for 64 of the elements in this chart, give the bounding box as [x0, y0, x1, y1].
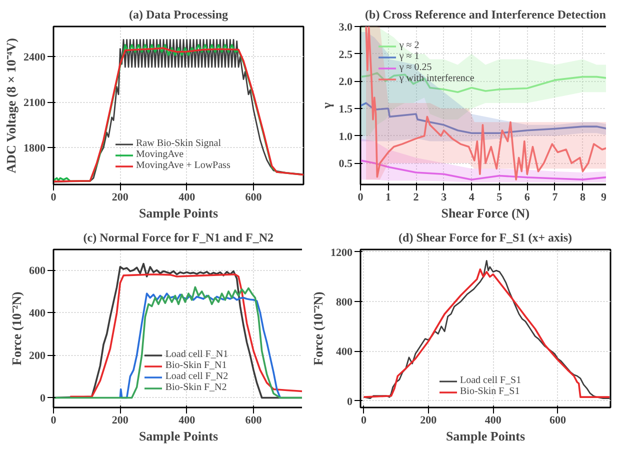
- x-tick-label: 200: [112, 414, 129, 426]
- y-tick-label: 2.5: [338, 48, 353, 61]
- y-tick-label: 0: [347, 396, 353, 408]
- y-tick-label: 1200: [330, 246, 353, 259]
- legend-label: MovingAve: [136, 149, 184, 160]
- y-axis-title: ADC Voltage (8 × 10⁻⁴V): [4, 38, 18, 174]
- x-tick-label: 200: [420, 414, 438, 426]
- chart-title: (a) Data Processing: [128, 8, 228, 22]
- legend-label: Bio-Skin F_N1: [165, 360, 227, 371]
- legend-label: Bio-Skin F_S1: [460, 386, 520, 397]
- y-tick-label: 200: [29, 350, 46, 362]
- y-tick-label: 1.0: [338, 130, 353, 143]
- x-tick-label: 600: [245, 414, 262, 426]
- x-tick-label: 0: [50, 414, 57, 426]
- legend-label: Raw Bio-Skin Signal: [136, 138, 222, 149]
- x-tick-label: 1: [386, 192, 392, 204]
- x-tick-label: 0: [358, 192, 364, 204]
- y-tick-label: 2100: [24, 97, 46, 110]
- y-axis-title: Force (10⁻²N): [9, 292, 24, 366]
- x-axis-title: Sample Points: [138, 206, 218, 220]
- x-tick-label: 8: [580, 192, 586, 204]
- x-tick-label: 400: [484, 414, 502, 426]
- chart-title: (c) Normal Force for F_N1 and F_N2: [83, 230, 274, 244]
- x-axis-title: Shear Force (N): [441, 206, 530, 220]
- y-tick-label: 2.0: [338, 76, 353, 88]
- legend-label: γ ≈ 2: [399, 40, 420, 51]
- chart-title: (d) Shear Force for F_S1 (x+ axis): [398, 230, 572, 244]
- y-tick-label: 0: [40, 392, 46, 405]
- y-tick-label: 0.5: [338, 158, 353, 170]
- x-tick-label: 0: [360, 414, 367, 426]
- x-tick-label: 600: [550, 414, 567, 426]
- legend-label: γ with interference: [399, 73, 474, 84]
- legend-label: Load cell F_N2: [165, 371, 228, 382]
- y-axis-title: γ: [318, 102, 334, 110]
- x-tick-label: 0: [50, 192, 57, 204]
- x-tick-label: 400: [178, 192, 196, 204]
- legend-label: Load cell F_N1: [165, 349, 228, 360]
- legend-label: MovingAve + LowPass: [136, 160, 230, 171]
- y-tick-label: 600: [29, 265, 46, 278]
- x-tick-label: 400: [178, 414, 196, 426]
- x-tick-label: 7: [552, 192, 558, 204]
- x-tick-label: 4: [468, 192, 475, 204]
- legend-label: Bio-Skin F_N2: [165, 382, 227, 393]
- legend-label: γ ≈ 1: [399, 51, 420, 62]
- x-axis-title: Sample Points: [138, 428, 218, 444]
- y-axis-title: Force (10⁻²N): [310, 292, 326, 366]
- x-tick-label: 200: [112, 192, 129, 204]
- legend-label: γ ≈ 0.25: [399, 62, 432, 73]
- chart-title: (b) Cross Reference and Interference Detection: [365, 8, 606, 22]
- x-tick-label: 600: [245, 192, 262, 204]
- y-tick-label: 400: [29, 308, 46, 320]
- y-tick-label: 400: [336, 346, 353, 358]
- y-tick-label: 800: [336, 296, 353, 309]
- legend-label: Load cell F_S1: [460, 375, 522, 386]
- y-tick-label: 2400: [24, 51, 46, 64]
- x-tick-label: 3: [441, 192, 448, 204]
- x-tick-label: 5: [496, 192, 503, 204]
- y-tick-label: 1.5: [338, 104, 353, 116]
- x-tick-label: 6: [524, 192, 530, 204]
- y-tick-label: 1800: [24, 142, 46, 155]
- x-axis-title: Sample Points: [446, 428, 526, 444]
- x-tick-label: 2: [413, 192, 420, 204]
- y-tick-label: 3.0: [338, 22, 353, 34]
- x-tick-label: 9: [601, 192, 607, 204]
